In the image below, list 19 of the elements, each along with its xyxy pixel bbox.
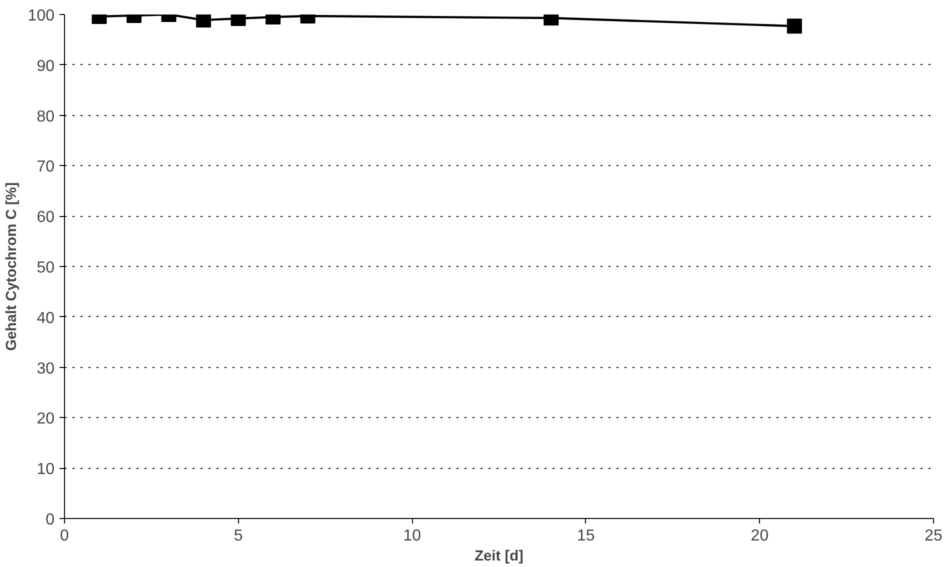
y-tick-label: 10 xyxy=(36,461,55,478)
x-tick-label: 25 xyxy=(924,528,942,544)
y-tick-label: 40 xyxy=(36,310,55,327)
y-tick-label: 80 xyxy=(36,108,55,126)
y-axis-title: Gehalt Cytochrom C [%] xyxy=(4,182,20,351)
x-tick-label: 10 xyxy=(403,528,422,544)
y-tick-label: 0 xyxy=(46,512,55,528)
y-tick-label: 100 xyxy=(28,8,55,24)
y-tick-label: 60 xyxy=(36,209,55,226)
y-tick-label: 30 xyxy=(36,360,55,378)
y-tick-label: 20 xyxy=(36,410,55,428)
y-tick-label: 90 xyxy=(36,58,55,75)
x-tick-label: 0 xyxy=(60,528,70,544)
x-axis-title: Zeit [d] xyxy=(474,548,524,564)
x-tick-label: 5 xyxy=(234,528,243,544)
y-tick-label: 50 xyxy=(36,260,55,276)
y-tick-label: 70 xyxy=(36,158,55,176)
x-tick-label: 15 xyxy=(577,528,595,544)
x-tick-label: 20 xyxy=(750,528,769,544)
